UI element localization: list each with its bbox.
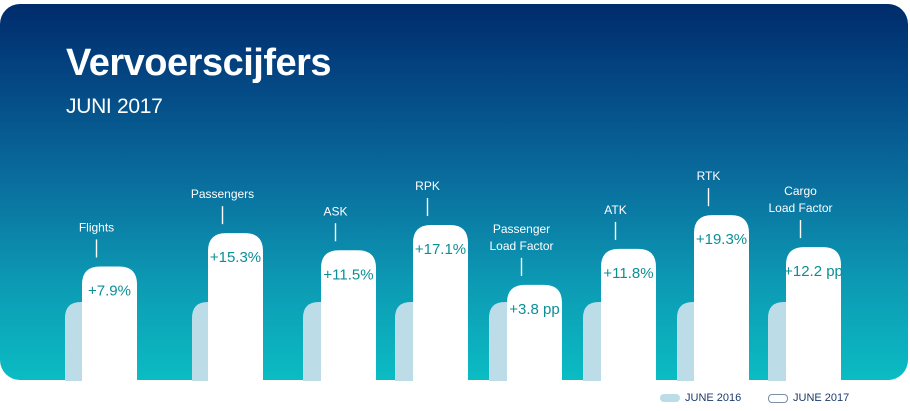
category-label-ask: ASK bbox=[323, 204, 347, 218]
legend-item-june-2016: JUNE 2016 bbox=[660, 390, 741, 406]
bar-chart: +7.9% Flights +15.3% Passengers +11.5% ASK +17… bbox=[65, 169, 843, 381]
value-label-rpk: +17.1% bbox=[415, 241, 466, 258]
bar-june-2017-ask bbox=[321, 250, 376, 381]
bar-june-2017-flights bbox=[82, 266, 137, 381]
value-label-cargo-load-factor: +12.2 pp bbox=[784, 263, 843, 280]
category-label-rpk: RPK bbox=[415, 179, 440, 193]
value-label-rtk: +19.3% bbox=[696, 231, 747, 248]
category-label-rtk: RTK bbox=[697, 169, 721, 183]
bar-june-2017-passengers bbox=[208, 233, 263, 381]
value-label-passenger-load-factor: +3.8 pp bbox=[509, 301, 559, 318]
category-label-passenger-load-factor: Load Factor bbox=[489, 239, 553, 253]
chart-title: Vervoerscijfers bbox=[66, 42, 332, 84]
category-label-passenger-load-factor: Passenger bbox=[493, 222, 550, 236]
category-label-cargo-load-factor: Load Factor bbox=[768, 201, 832, 215]
legend-swatch-june-2016 bbox=[660, 394, 680, 402]
bar-june-2017-atk bbox=[601, 248, 656, 381]
category-label-cargo-load-factor: Cargo bbox=[784, 184, 817, 198]
category-label-atk: ATK bbox=[604, 203, 626, 217]
value-label-flights: +7.9% bbox=[88, 282, 131, 299]
bar-june-2017-rtk bbox=[694, 215, 749, 381]
bar-june-2017-passenger-load-factor bbox=[507, 284, 562, 381]
legend-label-june-2016: JUNE 2016 bbox=[685, 392, 742, 404]
category-label-flights: Flights bbox=[79, 220, 114, 234]
bar-june-2017-rpk bbox=[413, 225, 468, 381]
chart-subtitle: JUNI 2017 bbox=[66, 95, 163, 118]
legend-item-june-2017: JUNE 2017 bbox=[768, 390, 849, 406]
bar-june-2017-cargo-load-factor bbox=[786, 247, 841, 381]
value-label-ask: +11.5% bbox=[323, 266, 373, 283]
value-label-passengers: +15.3% bbox=[210, 249, 261, 266]
category-label-passengers: Passengers bbox=[191, 187, 254, 201]
legend-swatch-june-2017 bbox=[768, 393, 788, 403]
value-label-atk: +11.8% bbox=[603, 265, 653, 282]
legend-label-june-2017: JUNE 2017 bbox=[793, 392, 850, 404]
